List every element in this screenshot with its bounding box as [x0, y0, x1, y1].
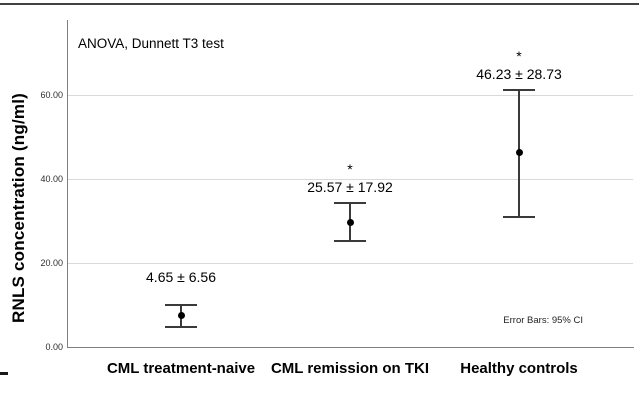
- y-axis-label: RNLS concentration (ng/ml): [9, 93, 28, 323]
- y-tick-label: 60.00: [40, 90, 63, 101]
- mean-dot: [177, 312, 185, 320]
- y-tick-label: 0.00: [45, 342, 63, 352]
- error-bars-footnote: Error Bars: 95% CI: [503, 315, 583, 326]
- significance-asterisk: *: [347, 161, 353, 178]
- error-bar-cap-top: [503, 88, 535, 91]
- error-bar-cap-bottom: [165, 325, 197, 328]
- y-tick-label: 40.00: [40, 174, 63, 185]
- gridline: [68, 262, 633, 264]
- error-bar-cap-bottom: [503, 216, 535, 219]
- x-category-label: CML remission on TKI: [270, 360, 430, 377]
- plot-area: [67, 20, 634, 348]
- mean-dot: [346, 218, 354, 226]
- error-bar-cap-bottom: [334, 240, 366, 243]
- y-tick-label: 20.00: [40, 258, 63, 269]
- significance-asterisk: *: [516, 47, 522, 64]
- value-label: 4.65 ± 6.56: [146, 269, 216, 286]
- anova-annotation: ANOVA, Dunnett T3 test: [78, 36, 224, 51]
- value-label: 46.23 ± 28.73: [476, 65, 562, 82]
- gridline: [68, 94, 633, 96]
- gridline: [68, 178, 633, 180]
- x-category-label: Healthy controls: [460, 360, 578, 377]
- left-edge-artifact: [0, 372, 8, 375]
- error-bar-cap-top: [334, 202, 366, 205]
- value-label: 25.57 ± 17.92: [307, 179, 393, 196]
- figure-top-border: [0, 3, 639, 5]
- error-bar-cap-top: [165, 304, 197, 307]
- x-category-label: CML treatment-naive: [106, 360, 256, 377]
- mean-dot: [515, 148, 523, 156]
